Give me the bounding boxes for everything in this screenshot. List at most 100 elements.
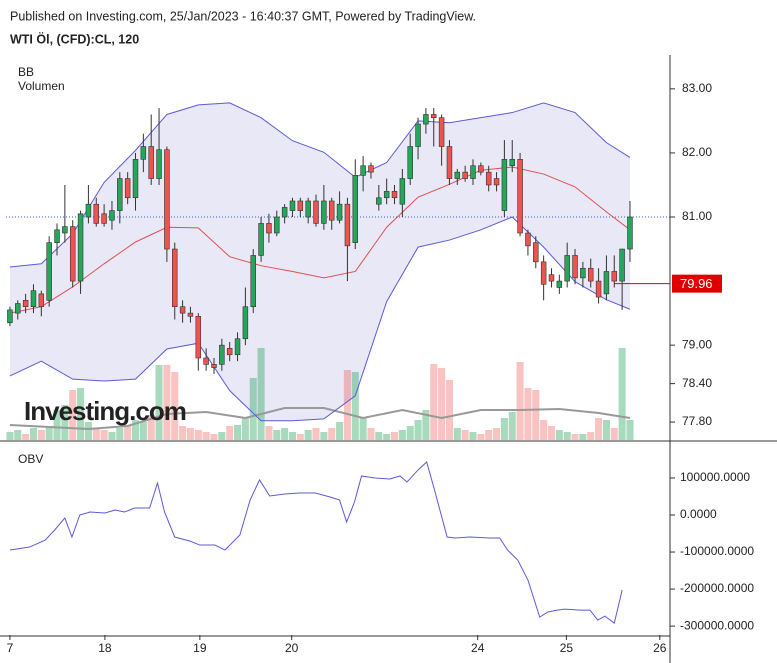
volume-bar: [390, 432, 399, 440]
candle-body: [242, 306, 249, 340]
candle-body: [250, 255, 256, 308]
volume-bar: [281, 428, 289, 440]
volume-bar: [288, 432, 297, 440]
candle-body: [446, 146, 453, 179]
candle-body: [533, 242, 539, 263]
volume-bar: [571, 434, 579, 440]
volume-bar: [29, 428, 38, 440]
volume-bar: [77, 388, 85, 440]
volume-bar: [414, 420, 422, 440]
x-tick-label: 7: [7, 641, 14, 655]
volume-bar: [343, 370, 351, 440]
volume-bar: [398, 430, 406, 440]
published-note: Published on Investing.com, 25/Jan/2023 …: [10, 9, 476, 23]
candle-body: [517, 159, 523, 234]
legend-item: BB: [18, 65, 34, 79]
candle-body: [124, 178, 131, 199]
candle-body: [525, 232, 531, 247]
volume-bar: [485, 430, 493, 440]
price-marker-box: [672, 274, 722, 293]
volume-bar: [234, 425, 242, 440]
volume-bar: [249, 378, 257, 440]
volume-bar: [218, 432, 226, 440]
candle-body: [548, 274, 555, 282]
volume-bar: [45, 426, 53, 440]
volume-bar: [493, 428, 501, 440]
candle-body: [172, 248, 178, 308]
bb-middle-line: [9, 166, 631, 314]
candle-body: [336, 203, 343, 221]
candle-body: [501, 159, 508, 211]
x-tick-label: 20: [285, 641, 299, 655]
candle-body: [572, 255, 578, 279]
volume-bar: [202, 432, 210, 440]
candle-body: [383, 191, 390, 199]
volume-bar: [445, 380, 453, 440]
candle-body: [478, 165, 484, 173]
candle-body: [376, 197, 382, 205]
candle-body: [431, 114, 437, 118]
volume-bar: [508, 412, 516, 440]
y-tick-label: 82.00: [682, 145, 712, 159]
candle-body: [164, 149, 170, 250]
volume-bar: [547, 426, 556, 440]
candle-body: [313, 200, 319, 224]
volume-bar: [540, 420, 548, 440]
candle-body: [297, 200, 304, 211]
legend-item: Volumen: [18, 79, 65, 93]
candle-body: [407, 146, 413, 179]
volume-bar: [179, 426, 187, 440]
candle-body: [211, 364, 217, 368]
x-tick-label: 19: [193, 641, 207, 655]
volume-bar: [241, 418, 249, 440]
volume-bar: [116, 428, 124, 440]
volume-bar: [124, 425, 132, 440]
volume-bar: [500, 418, 508, 440]
volume-bar: [257, 348, 265, 440]
volume-bar: [194, 430, 202, 440]
candle-body: [69, 226, 76, 282]
x-tick-label: 18: [98, 641, 112, 655]
volume-bar: [155, 365, 163, 440]
candle-body: [485, 171, 492, 186]
candle-body: [226, 348, 233, 356]
candle-body: [85, 203, 92, 218]
volume-bar: [210, 434, 218, 440]
candle-body: [140, 146, 147, 160]
candle-body: [438, 117, 445, 147]
candle-body: [187, 312, 194, 317]
candle-body: [564, 255, 570, 282]
candle-body: [454, 171, 461, 179]
volume-bar: [406, 426, 414, 440]
candle-body: [360, 165, 366, 176]
y-tick-label: 81.00: [682, 209, 712, 223]
volume-bar: [328, 428, 336, 440]
volume-bar: [469, 432, 477, 440]
volume-bar: [265, 426, 273, 440]
volume-bar: [304, 430, 312, 440]
y-tick-label: 83.00: [682, 81, 712, 95]
volume-bar: [53, 410, 61, 440]
candle-body: [38, 293, 45, 308]
candle-body: [399, 178, 406, 205]
candle-body: [321, 200, 327, 224]
volume-bar: [595, 418, 603, 440]
volume-bar: [6, 432, 14, 440]
volume-bar: [453, 428, 461, 440]
candle-body: [266, 223, 272, 234]
volume-bar: [163, 365, 171, 440]
x-tick-label: 26: [653, 641, 667, 655]
volume-ma-line: [9, 407, 631, 431]
volume-bar: [375, 432, 383, 440]
volume-bar: [438, 368, 446, 440]
volume-bar: [367, 428, 375, 440]
candle-body: [195, 316, 202, 359]
candle-body: [54, 229, 60, 243]
obv-tick-label: 100000.0000: [680, 470, 750, 484]
y-tick-label: 78.40: [682, 376, 712, 390]
candle-body: [109, 210, 115, 221]
volume-bar: [618, 348, 626, 440]
volume-bar: [108, 432, 116, 440]
volume-bar: [422, 410, 430, 440]
